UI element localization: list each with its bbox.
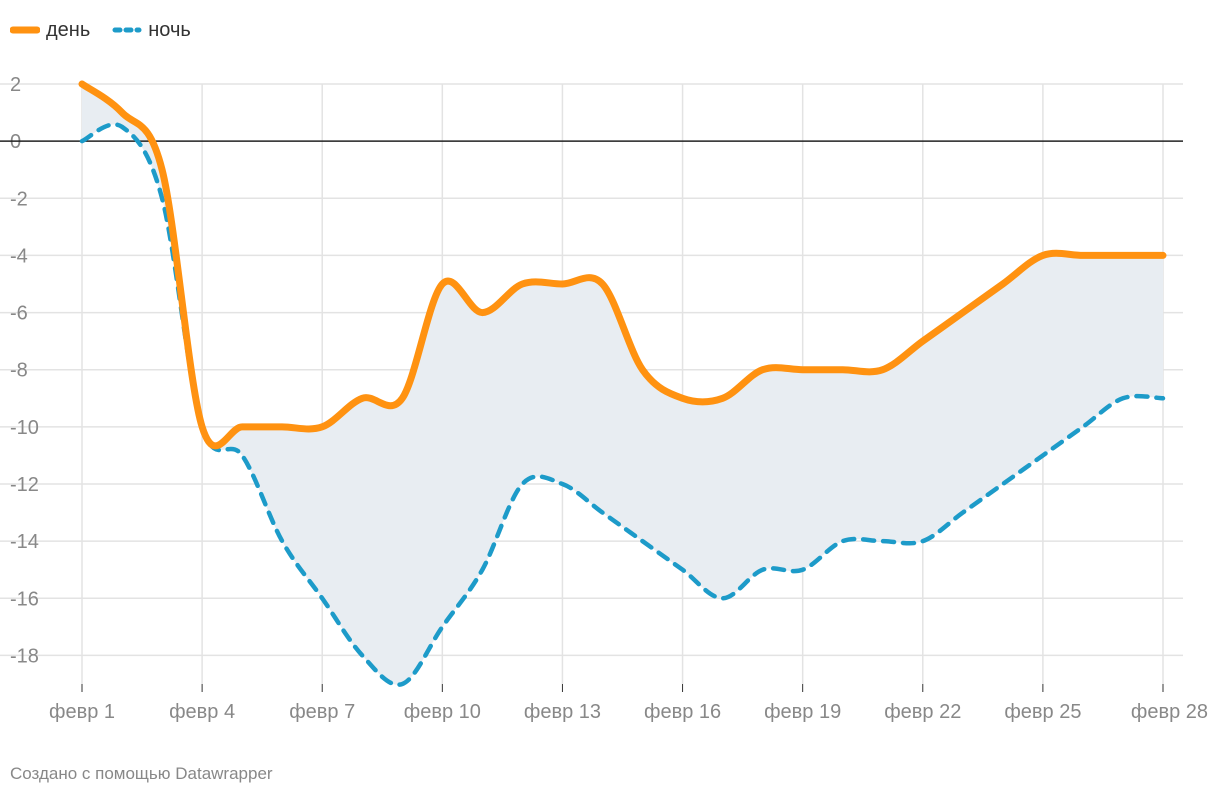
x-tick-label: февр 25: [1004, 701, 1081, 723]
data-point-day: [721, 396, 725, 400]
data-point-day: [921, 339, 925, 343]
data-point-day: [761, 368, 765, 372]
data-point-night: [721, 596, 725, 600]
x-tick-label: февр 10: [404, 701, 481, 723]
data-point-day: [1001, 282, 1005, 286]
y-tick-label: -6: [10, 303, 28, 325]
data-point-night: [240, 453, 244, 457]
data-point-night: [1161, 396, 1165, 400]
x-tick-label: февр 16: [644, 701, 721, 723]
data-point-day: [841, 368, 845, 372]
line-chart: 2 0 -2 -4 -6 -8 -10 -12 -14 -16 -18 февр 1 февр 4 фев…: [0, 74, 1208, 723]
data-point-day: [280, 425, 284, 429]
legend: день ночь: [10, 16, 191, 44]
x-tick-label: февр 1: [49, 701, 115, 723]
data-point-day: [1121, 253, 1125, 257]
y-tick-label: 0: [10, 131, 21, 153]
data-point-night: [480, 568, 484, 572]
data-point-day: [801, 368, 805, 372]
data-point-night: [761, 568, 765, 572]
data-point-night: [120, 125, 124, 129]
data-point-night: [400, 682, 404, 686]
data-point-night: [160, 196, 164, 200]
y-tick-label: 2: [10, 74, 21, 96]
data-point-night: [200, 425, 204, 429]
credit-footer: Создано с помощью Datawrapper: [10, 764, 273, 783]
data-point-day: [1081, 253, 1085, 257]
data-point-day: [520, 282, 524, 286]
data-point-day: [881, 368, 885, 372]
y-tick-label: -8: [10, 360, 28, 382]
y-tick-label: -18: [10, 645, 39, 667]
x-tick-label: февр 19: [764, 701, 841, 723]
y-tick-label: -12: [10, 474, 39, 496]
data-point-day: [400, 396, 404, 400]
data-point-day: [160, 168, 164, 172]
data-point-night: [600, 511, 604, 515]
data-point-day: [120, 111, 124, 115]
data-point-day: [560, 282, 564, 286]
legend-label-night: ночь: [148, 18, 191, 41]
data-point-night: [520, 482, 524, 486]
data-point-day: [80, 82, 84, 86]
legend-swatch-night: [112, 27, 142, 33]
y-tick-label: -10: [10, 417, 39, 439]
legend-item-night[interactable]: ночь: [112, 19, 191, 42]
data-point-day: [360, 396, 364, 400]
x-tick-label: февр 7: [289, 701, 355, 723]
data-point-day: [1041, 253, 1045, 257]
data-point-day: [641, 368, 645, 372]
y-tick-label: -4: [10, 245, 28, 267]
y-tick-label: -2: [10, 188, 28, 210]
data-point-night: [841, 539, 845, 543]
range-band-area: [82, 84, 1163, 685]
data-point-night: [801, 568, 805, 572]
data-point-day: [1161, 253, 1165, 257]
data-point-day: [600, 282, 604, 286]
data-point-night: [961, 511, 965, 515]
data-point-night: [881, 539, 885, 543]
data-point-night: [641, 539, 645, 543]
x-tick-label: февр 4: [169, 701, 235, 723]
x-tick-label: февр 13: [524, 701, 601, 723]
data-point-day: [240, 425, 244, 429]
data-point-night: [921, 539, 925, 543]
legend-label-day: день: [46, 18, 91, 41]
y-tick-label: -16: [10, 588, 39, 610]
data-point-day: [320, 425, 324, 429]
legend-item-day[interactable]: день: [10, 19, 90, 42]
data-point-night: [80, 139, 84, 143]
data-point-day: [480, 311, 484, 315]
series-line-day: [78, 80, 1167, 450]
data-point-night: [560, 482, 564, 486]
data-point-night: [1041, 453, 1045, 457]
data-point-night: [360, 653, 364, 657]
data-point-night: [1081, 425, 1085, 429]
data-point-night: [681, 568, 685, 572]
x-tick-label: февр 22: [884, 701, 961, 723]
data-point-night: [320, 596, 324, 600]
data-point-night: [1121, 396, 1125, 400]
x-tick-label: февр 28: [1131, 701, 1208, 723]
y-tick-label: -14: [10, 531, 39, 553]
data-point-day: [681, 396, 685, 400]
data-point-night: [440, 625, 444, 629]
data-point-night: [280, 539, 284, 543]
data-point-night: [1001, 482, 1005, 486]
series-line-night: [79, 122, 1166, 687]
legend-swatch-day: [10, 26, 40, 34]
data-point-day: [961, 311, 965, 315]
data-point-day: [440, 282, 444, 286]
